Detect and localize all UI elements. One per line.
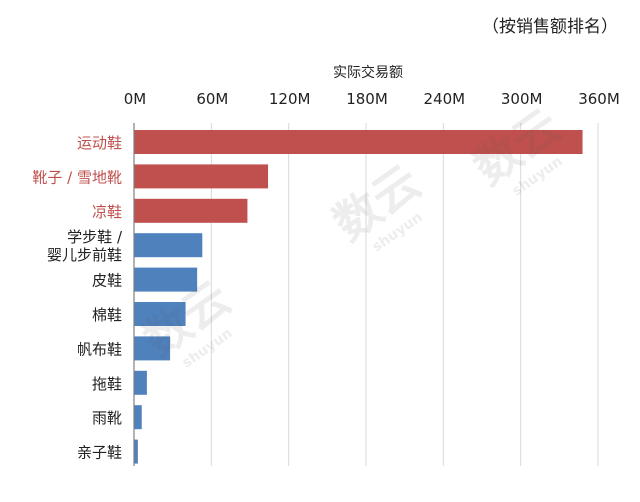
x-tick-label: 60M [196,90,228,108]
category-label: 学步鞋 / [67,228,123,246]
category-label: 靴子 / 雪地靴 [32,168,122,186]
x-tick-label: 0M [124,90,147,108]
category-label: 雨靴 [92,409,122,427]
bar [134,370,147,395]
category-label: 棉鞋 [92,306,122,324]
bar [134,336,171,361]
category-label: 拖鞋 [92,375,122,393]
category-label: 皮鞋 [92,272,122,290]
bar [134,302,186,326]
category-label: 婴儿步前鞋 [47,246,122,264]
bar [134,233,203,258]
category-label: 运动鞋 [77,134,122,152]
x-tick-label: 240M [424,90,466,108]
category-label: 亲子鞋 [77,444,122,462]
ranking-note: （按销售额排名） [482,17,618,37]
bar [134,405,142,430]
bar [134,439,138,464]
x-tick-label: 300M [501,90,543,108]
bar [134,267,198,292]
x-tick-label: 360M [578,90,620,108]
bar [134,164,269,189]
bar [134,130,583,154]
x-tick-label: 180M [346,90,388,108]
category-label: 凉鞋 [92,203,122,221]
bar [134,198,248,223]
category-label: 帆布鞋 [77,340,122,358]
x-tick-label: 120M [269,90,311,108]
x-axis-title: 实际交易额 [333,64,403,81]
